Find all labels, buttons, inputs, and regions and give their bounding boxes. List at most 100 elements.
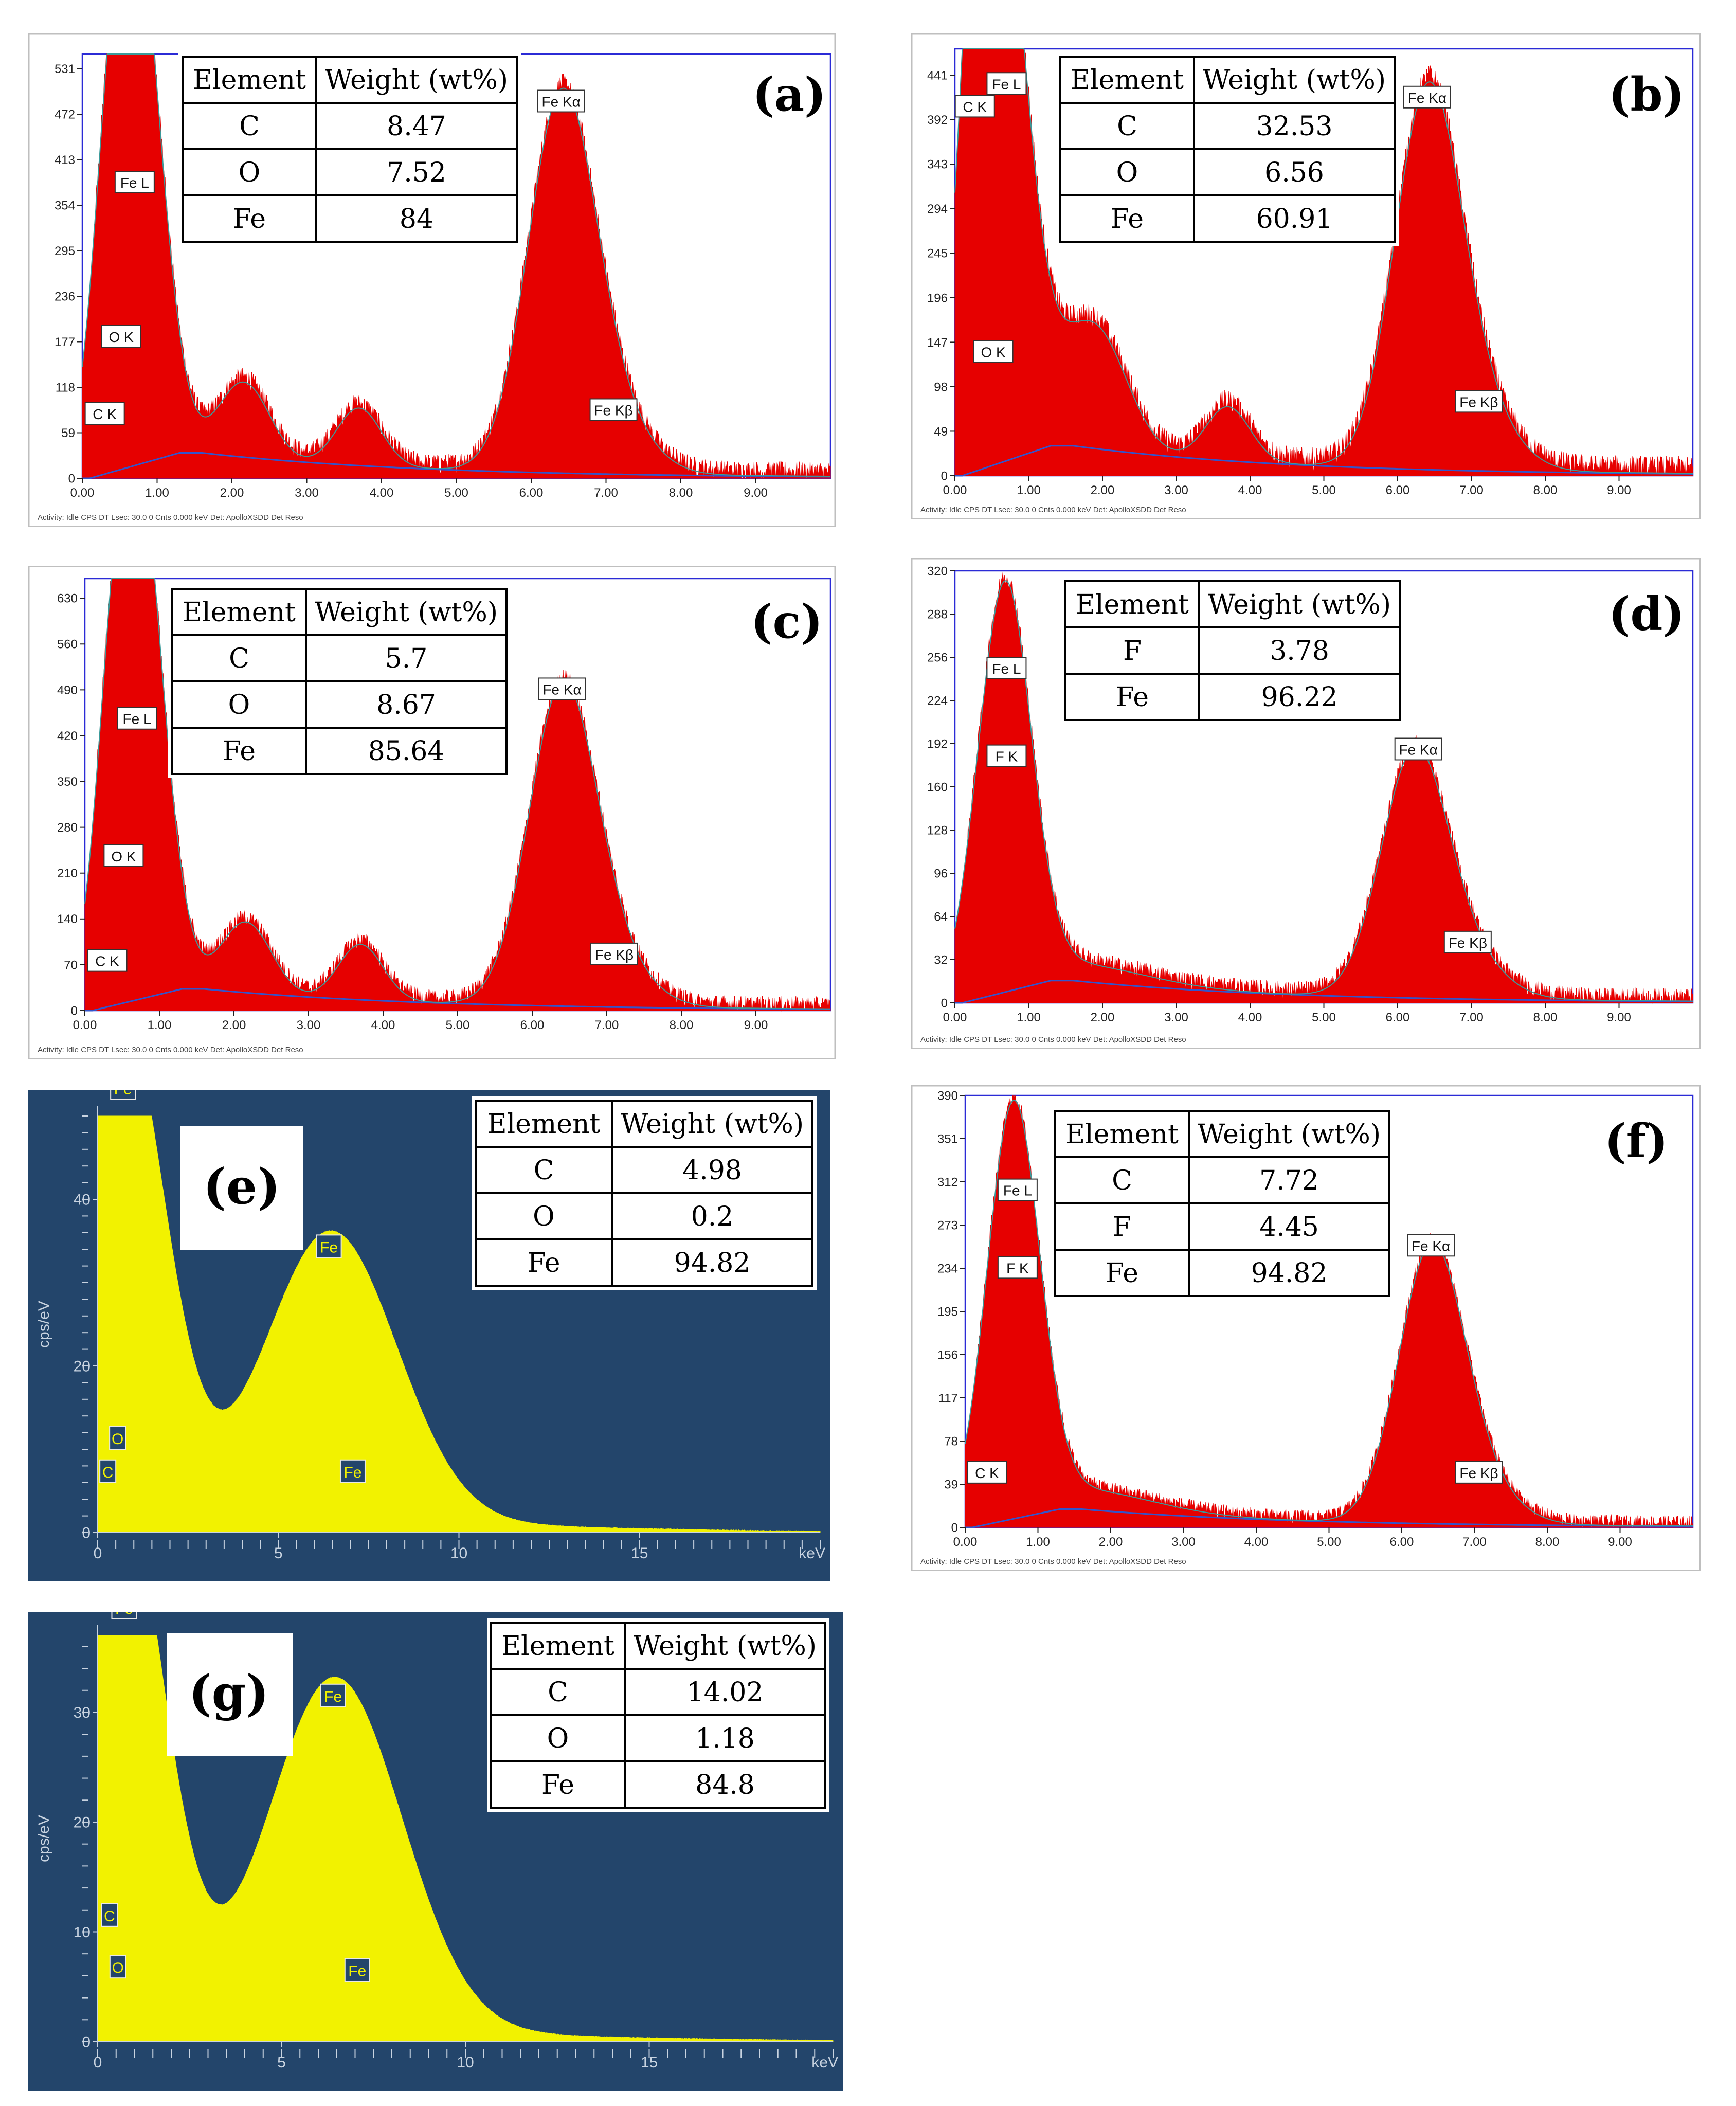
- table-cell: 84.8: [695, 1770, 755, 1801]
- panel-label-box: [167, 1633, 293, 1756]
- y-tick-label: 30: [74, 1704, 91, 1721]
- y-tick-label: 192: [927, 737, 948, 751]
- y-tick-label: 140: [57, 912, 78, 926]
- y-tick-label: 96: [934, 867, 948, 880]
- table-header-cell: Element: [183, 597, 296, 628]
- x-unit-label: keV: [799, 1545, 825, 1562]
- x-tick-label: 1.00: [148, 1018, 172, 1032]
- x-tick-label: 0.00: [943, 1011, 967, 1024]
- x-tick-label: 7.00: [1459, 483, 1484, 497]
- table-header-cell: Element: [1076, 589, 1189, 620]
- svg-text:O: O: [112, 1431, 123, 1448]
- y-tick-label: 343: [927, 158, 948, 172]
- y-tick-label: 441: [927, 69, 948, 83]
- x-tick-label: 8.00: [1533, 483, 1558, 497]
- svg-text:Fe L: Fe L: [1003, 1183, 1032, 1199]
- peak-label: Fe L: [986, 657, 1027, 679]
- spectrum-outline: [954, 48, 1693, 474]
- panel-label: (g): [189, 1665, 269, 1722]
- y-axis-label: cps/eV: [35, 1301, 52, 1348]
- x-tick-label: 1.00: [145, 486, 169, 500]
- y-tick-label: 0: [68, 472, 75, 485]
- y-tick-label: 273: [937, 1218, 958, 1232]
- svg-text:Fe: Fe: [320, 1239, 338, 1256]
- x-tick-label: 9.00: [1607, 483, 1631, 497]
- x-tick-label: 0: [94, 1545, 102, 1562]
- x-tick-label: 0.00: [953, 1535, 978, 1549]
- spectrum-panel-b: 0 49 98 147 196 245 294 343 392 441 0.00 1.00 2.00 3.…: [911, 33, 1701, 519]
- status-footer: Activity: Idle CPS DT Lsec: 30.0 0 Cnts …: [38, 1046, 303, 1054]
- table-header-cell: Weight (wt%): [1198, 1119, 1381, 1150]
- composition-table: Element Weight (wt%) C 7.72 F 4.45 Fe 94.82: [1051, 1107, 1394, 1300]
- x-tick-label: 5.00: [446, 1018, 470, 1032]
- y-tick-label: 210: [57, 867, 78, 880]
- table-cell: C: [534, 1155, 554, 1186]
- svg-text:Fe: Fe: [348, 1963, 366, 1980]
- x-tick-label: 1.00: [1026, 1535, 1050, 1549]
- y-tick-label: 420: [57, 729, 78, 743]
- table-cell: 14.02: [687, 1677, 764, 1708]
- table-cell: 1.18: [695, 1723, 755, 1754]
- peak-label: Fe: [110, 1090, 136, 1100]
- spectrum-panel-f: 0 39 78 117 156 195 234 273 312 351 390 0.00 1.00 2.0…: [911, 1085, 1701, 1571]
- table-cell: C: [239, 111, 260, 142]
- y-tick-label: 147: [927, 336, 948, 350]
- peak-label: Fe Kβ: [1455, 1461, 1503, 1484]
- spectrum-chart-g: 0102030051015keVcps/eVFeCOFeFe(g)Element…: [28, 1612, 843, 2091]
- table-cell: 94.82: [674, 1248, 751, 1279]
- x-tick-label: 9.00: [744, 1018, 768, 1032]
- x-tick-label: 6.00: [1386, 1011, 1410, 1024]
- y-tick-label: 390: [937, 1089, 958, 1103]
- x-tick-label: 3.00: [1164, 483, 1188, 497]
- svg-text:Fe Kβ: Fe Kβ: [595, 947, 634, 963]
- y-tick-label: 195: [937, 1305, 958, 1319]
- spectrum-panel-e: 02040051015keVcps/eVFeOCFeFe(e)ElementWe…: [28, 1090, 830, 1581]
- composition-table: Element Weight (wt%) C 4.98 O 0.2 Fe 94.82: [472, 1096, 817, 1290]
- x-tick-label: 3.00: [1171, 1535, 1196, 1549]
- table-cell: 85.64: [368, 736, 445, 767]
- table-header-cell: Element: [193, 65, 306, 96]
- y-tick-label: 160: [927, 780, 948, 794]
- table-cell: 4.45: [1259, 1212, 1319, 1243]
- x-tick-label: 6.00: [519, 486, 544, 500]
- y-tick-label: 354: [55, 199, 75, 212]
- y-tick-label: 472: [55, 107, 75, 121]
- y-tick-label: 59: [61, 426, 75, 440]
- svg-text:Fe Kα: Fe Kα: [542, 94, 581, 110]
- status-footer: Activity: Idle CPS DT Lsec: 30.0 0 Cnts …: [920, 506, 1186, 514]
- peak-label: Fe Kα: [1403, 85, 1451, 109]
- table-header-cell: Weight (wt%): [325, 65, 508, 96]
- table-cell: O: [547, 1723, 569, 1754]
- panel-label-box: [180, 1126, 303, 1250]
- x-tick-label: 8.00: [670, 1018, 694, 1032]
- status-footer: Activity: Idle CPS DT Lsec: 30.0 0 Cnts …: [920, 1557, 1186, 1566]
- y-tick-label: 392: [927, 113, 948, 127]
- svg-text:O: O: [112, 1959, 124, 1976]
- table-cell: 8.67: [376, 690, 436, 721]
- x-tick-label: 8.00: [1533, 1011, 1558, 1024]
- svg-text:O K: O K: [111, 849, 136, 865]
- y-tick-label: 490: [57, 683, 78, 697]
- spectrum-panel-g: 0102030051015keVcps/eVFeCOFeFe(g)Element…: [28, 1612, 843, 2091]
- y-tick-label: 0: [951, 1521, 958, 1535]
- table-header-cell: Element: [1065, 1119, 1179, 1150]
- x-tick-label: 0.00: [70, 486, 95, 500]
- x-tick-label: 7.00: [1462, 1535, 1487, 1549]
- x-tick-label: 8.00: [669, 486, 693, 500]
- x-tick-label: 8.00: [1535, 1535, 1560, 1549]
- peak-label: O K: [101, 325, 141, 348]
- table-cell: F: [1123, 636, 1142, 667]
- x-tick-label: 3.00: [297, 1018, 321, 1032]
- svg-text:C K: C K: [95, 953, 119, 969]
- table-cell: 94.82: [1251, 1258, 1328, 1289]
- x-tick-label: 2.00: [220, 486, 244, 500]
- svg-text:O K: O K: [981, 344, 1006, 360]
- svg-text:Fe: Fe: [115, 1612, 133, 1617]
- peak-label: Fe Kα: [1407, 1234, 1455, 1257]
- x-tick-label: 7.00: [595, 1018, 619, 1032]
- continuum-fit-line: [82, 452, 831, 479]
- svg-text:C K: C K: [963, 99, 987, 115]
- svg-text:Fe L: Fe L: [992, 661, 1021, 677]
- table-header-cell: Element: [1071, 65, 1184, 96]
- svg-text:Fe Kβ: Fe Kβ: [1459, 1465, 1498, 1481]
